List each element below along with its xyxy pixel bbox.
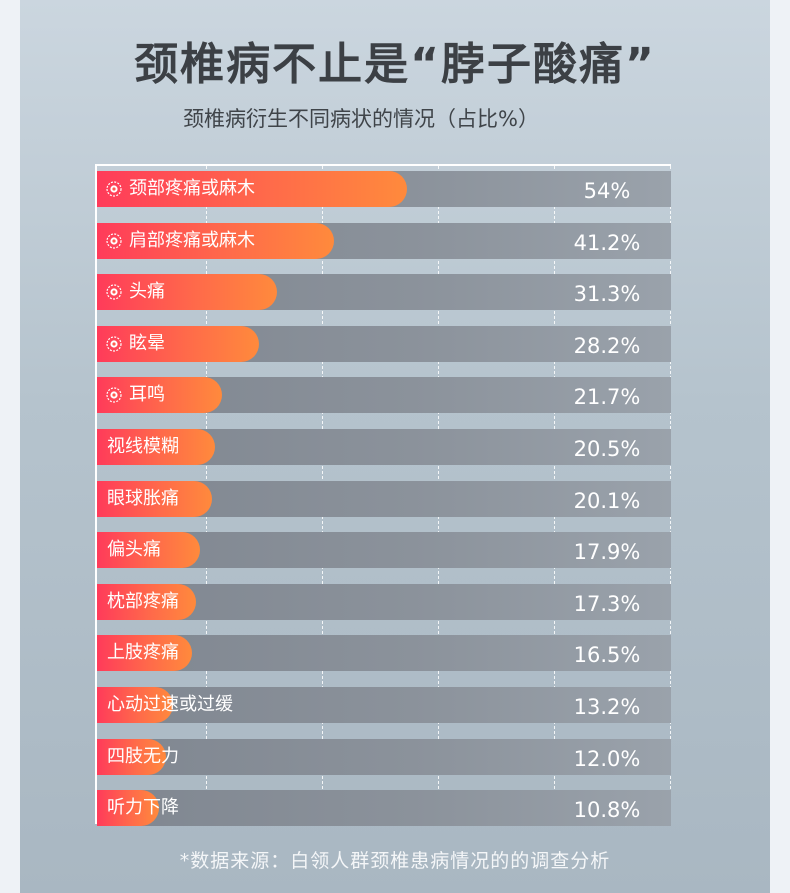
- value-label: 21.7%: [573, 385, 641, 410]
- value-label: 12.0%: [573, 746, 641, 771]
- category-label: 眼球胀痛: [107, 487, 179, 509]
- value-label: 31.3%: [573, 282, 641, 307]
- value-label: 17.3%: [573, 591, 641, 616]
- bar-track: [97, 687, 671, 723]
- bar: [97, 171, 407, 207]
- value-label: 20.1%: [573, 488, 641, 513]
- value-label: 10.8%: [573, 798, 641, 823]
- bar-row: 偏头痛 17.9%: [97, 532, 671, 569]
- category-label: 枕部疼痛: [107, 590, 179, 612]
- value-label: 17.9%: [573, 540, 641, 565]
- bar: [97, 583, 197, 620]
- bar: [97, 790, 159, 827]
- category-label: 颈部疼痛或麻木: [129, 178, 255, 199]
- sparkle-circle-icon: [106, 284, 122, 300]
- chart-title: 颈椎病不止是“脖子酸痛”: [134, 39, 656, 90]
- sparkle-circle-icon: [106, 336, 122, 352]
- bar-row: 心动过速或过缓 13.2%: [97, 687, 671, 723]
- value-label: 16.5%: [573, 643, 641, 668]
- category-label: 四肢无力: [107, 745, 179, 767]
- bar-chart: 颈部疼痛或麻木 54% 肩部疼痛或麻木 41.2% 头痛 31.3% 眩晕 28.2% 耳鸣 21…: [95, 164, 671, 827]
- bar: [97, 635, 192, 672]
- category-label: 眩晕: [129, 332, 165, 354]
- bar-row: 眩晕 28.2%: [97, 325, 671, 362]
- bar: [97, 222, 334, 259]
- bar-track: [97, 790, 671, 827]
- category-label: 肩部疼痛或麻木: [129, 229, 255, 251]
- bar-row: 颈部疼痛或麻木 54%: [97, 171, 671, 207]
- bar-row: 枕部疼痛 17.3%: [97, 583, 671, 620]
- bar-row: 视线模糊 20.5%: [97, 429, 671, 465]
- value-label: 20.5%: [573, 437, 641, 461]
- bar: [97, 738, 166, 775]
- category-label: 听力下降: [107, 797, 179, 819]
- value-label: 13.2%: [573, 695, 641, 719]
- value-label: 54%: [583, 179, 631, 203]
- category-label: 头痛: [129, 281, 165, 303]
- bar-row: 头痛 31.3%: [97, 274, 671, 311]
- chart-subtitle: 颈椎病衍生不同病状的情况（占比%）: [183, 107, 539, 131]
- bar: [97, 377, 222, 414]
- bar-row: 肩部疼痛或麻木 41.2%: [97, 222, 671, 259]
- bar-track: [97, 635, 671, 672]
- bar: [97, 274, 277, 311]
- category-label: 心动过速或过缓: [107, 694, 233, 715]
- sparkle-circle-icon: [106, 232, 122, 249]
- value-label: 41.2%: [573, 230, 641, 255]
- bar-track: [97, 738, 671, 775]
- value-label: 28.2%: [573, 333, 641, 358]
- bar-row: 四肢无力 12.0%: [97, 738, 671, 775]
- bar: [97, 325, 259, 362]
- bar: [97, 532, 200, 569]
- category-label: 上肢疼痛: [107, 642, 179, 664]
- sparkle-circle-icon: [106, 387, 122, 403]
- bar: [97, 480, 213, 517]
- category-label: 偏头痛: [107, 539, 161, 561]
- bar-row: 眼球胀痛 20.1%: [97, 480, 671, 517]
- bar-row: 上肢疼痛 16.5%: [97, 635, 671, 672]
- category-label: 视线模糊: [107, 436, 179, 457]
- source-note: *数据来源：白领人群颈椎患病情况的的调查分析: [179, 850, 611, 872]
- bar-row: 听力下降 10.8%: [97, 790, 671, 827]
- sparkle-circle-icon: [106, 181, 122, 197]
- bar: [97, 429, 215, 465]
- bar: [97, 687, 173, 723]
- category-label: 耳鸣: [129, 384, 165, 406]
- bar-row: 耳鸣 21.7%: [97, 377, 671, 414]
